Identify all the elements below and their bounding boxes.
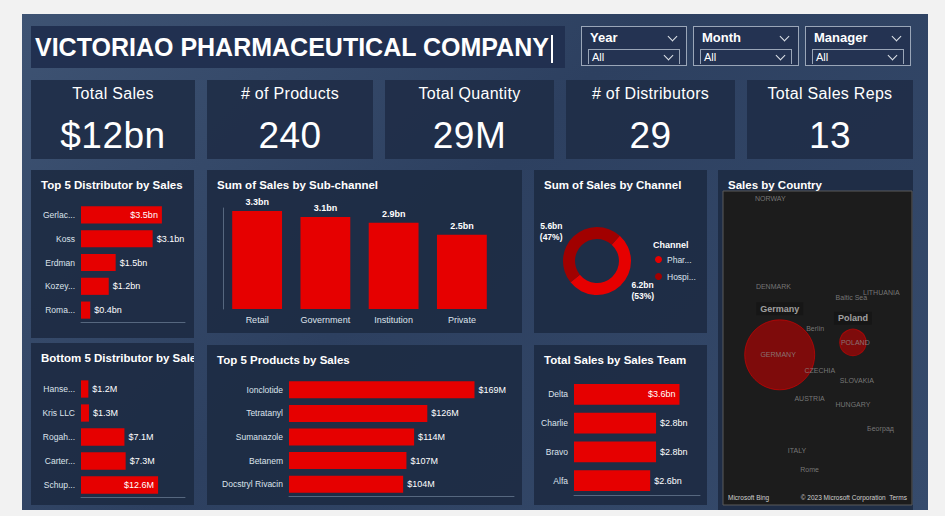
svg-text:Koss: Koss xyxy=(56,234,75,244)
svg-text:© 2023 Microsoft Corporation: © 2023 Microsoft Corporation Terms xyxy=(801,494,908,502)
svg-text:$107M: $107M xyxy=(410,456,438,466)
svg-text:3.3bn: 3.3bn xyxy=(245,197,269,207)
svg-text:$169M: $169M xyxy=(478,385,506,395)
html-text:Total Quantity: Total Quantity xyxy=(418,85,521,102)
svg-text:Erdman: Erdman xyxy=(45,258,75,268)
html-text:All: All xyxy=(816,51,829,63)
svg-text:Phar...: Phar... xyxy=(667,255,692,265)
svg-text:Microsoft Bing: Microsoft Bing xyxy=(728,494,770,502)
svg-text:SLOVAKIA: SLOVAKIA xyxy=(840,377,874,384)
svg-text:$1.5bn: $1.5bn xyxy=(120,258,148,268)
svg-text:Poland: Poland xyxy=(838,313,868,323)
html-text:All: All xyxy=(592,51,605,63)
svg-text:Roma...: Roma... xyxy=(45,305,75,315)
svg-text:Rogah...: Rogah... xyxy=(43,432,75,442)
svg-text:Delta: Delta xyxy=(548,389,568,399)
svg-text:$7.1M: $7.1M xyxy=(128,432,153,442)
html-text:240: 240 xyxy=(258,115,322,156)
svg-text:Charlie: Charlie xyxy=(541,418,568,428)
html-text:29: 29 xyxy=(629,115,672,156)
svg-text:Hospi...: Hospi... xyxy=(667,272,696,282)
svg-text:$3.6bn: $3.6bn xyxy=(648,389,676,399)
html-text:Month: Month xyxy=(702,30,741,45)
svg-text:GERMANY: GERMANY xyxy=(760,351,796,358)
svg-text:Retail: Retail xyxy=(246,315,269,325)
svg-text:2.5bn: 2.5bn xyxy=(450,221,474,231)
html-text:13: 13 xyxy=(808,115,852,156)
svg-text:Top 5 Products by Sales: Top 5 Products by Sales xyxy=(217,354,350,366)
html-text:Year: Year xyxy=(590,30,618,45)
svg-text:$12.6M: $12.6M xyxy=(124,480,154,490)
html-text:Total Sales Reps: Total Sales Reps xyxy=(767,85,893,102)
html-text:All: All xyxy=(704,51,717,63)
svg-text:Alfa: Alfa xyxy=(553,476,568,486)
svg-text:$7.3M: $7.3M xyxy=(130,456,155,466)
svg-text:DENMARK: DENMARK xyxy=(756,283,791,290)
html-text:Manager: Manager xyxy=(814,30,868,45)
svg-text:$104M: $104M xyxy=(407,479,435,489)
svg-text:Total Sales by Sales Team: Total Sales by Sales Team xyxy=(544,354,686,366)
svg-text:Bottom 5 Distributor by Sales: Bottom 5 Distributor by Sales xyxy=(41,352,194,364)
svg-text:$1.3M: $1.3M xyxy=(93,408,118,418)
svg-text:Kozey...: Kozey... xyxy=(45,281,75,291)
svg-text:$126M: $126M xyxy=(431,408,459,418)
svg-text:6.2bn: 6.2bn xyxy=(631,280,653,290)
svg-text:Gerlac...: Gerlac... xyxy=(43,210,75,220)
svg-text:$2.6bn: $2.6bn xyxy=(654,476,682,486)
svg-text:Baltic Sea: Baltic Sea xyxy=(836,294,868,301)
svg-text:AUSTRIA: AUSTRIA xyxy=(794,395,825,402)
svg-text:Sum of Sales by Channel: Sum of Sales by Channel xyxy=(544,179,681,191)
svg-text:Tetratanyl: Tetratanyl xyxy=(246,408,283,418)
svg-text:Bravo: Bravo xyxy=(546,447,568,457)
svg-text:Germany: Germany xyxy=(760,304,799,314)
html-text:# of Distributors: # of Distributors xyxy=(591,85,710,102)
svg-text:2.9bn: 2.9bn xyxy=(382,209,406,219)
svg-text:$2.8bn: $2.8bn xyxy=(660,418,688,428)
svg-text:Sales by Country: Sales by Country xyxy=(728,179,823,191)
html-text:$12bn: $12bn xyxy=(60,115,166,156)
svg-text:Schup...: Schup... xyxy=(44,480,75,490)
html-text:VICTORIAO PHARMACEUTICAL COMPA: VICTORIAO PHARMACEUTICAL COMPANY xyxy=(35,33,549,61)
svg-text:Top 5 Distributor by Sales: Top 5 Distributor by Sales xyxy=(41,179,183,191)
html-text:29M: 29M xyxy=(432,115,507,156)
svg-text:$2.8bn: $2.8bn xyxy=(660,447,688,457)
svg-text:$3.5bn: $3.5bn xyxy=(130,210,158,220)
svg-text:Channel: Channel xyxy=(653,240,689,250)
svg-text:3.1bn: 3.1bn xyxy=(314,203,338,213)
svg-text:ITALY: ITALY xyxy=(788,447,807,454)
svg-text:LITHUANIA: LITHUANIA xyxy=(863,289,900,296)
svg-text:(53%): (53%) xyxy=(631,291,654,301)
svg-text:Београд: Београд xyxy=(867,425,894,433)
svg-text:$114M: $114M xyxy=(418,432,445,442)
svg-text:Rome: Rome xyxy=(800,466,819,473)
svg-text:Ionclotide: Ionclotide xyxy=(247,385,284,395)
svg-text:$1.2M: $1.2M xyxy=(92,384,117,394)
svg-text:Government: Government xyxy=(301,315,351,325)
svg-text:Private: Private xyxy=(448,315,476,325)
html-text:Total Sales: Total Sales xyxy=(72,85,154,102)
svg-text:$0.4bn: $0.4bn xyxy=(94,305,122,315)
svg-text:Docstryl Rivacin: Docstryl Rivacin xyxy=(222,479,283,489)
svg-text:Sumanazole: Sumanazole xyxy=(236,432,284,442)
svg-text:$3.1bn: $3.1bn xyxy=(157,234,185,244)
html-text:# of Products: # of Products xyxy=(240,85,340,102)
svg-text:Betanem: Betanem xyxy=(249,456,283,466)
svg-text:HUNGARY: HUNGARY xyxy=(835,401,870,408)
svg-text:POLAND: POLAND xyxy=(841,339,870,346)
svg-text:Sum of Sales by Sub-channel: Sum of Sales by Sub-channel xyxy=(217,179,378,191)
svg-text:$1.2bn: $1.2bn xyxy=(113,281,141,291)
svg-text:Hanse...: Hanse... xyxy=(43,384,75,394)
svg-text:NORWAY: NORWAY xyxy=(755,195,786,202)
svg-text:5.6bn: 5.6bn xyxy=(540,221,562,231)
svg-text:Institution: Institution xyxy=(374,315,413,325)
svg-text:(47%): (47%) xyxy=(540,232,563,242)
svg-text:Kris LLC: Kris LLC xyxy=(42,408,75,418)
svg-text:CZECHIA: CZECHIA xyxy=(804,367,835,374)
svg-text:Carter...: Carter... xyxy=(45,456,75,466)
svg-text:Berlin: Berlin xyxy=(806,325,824,332)
